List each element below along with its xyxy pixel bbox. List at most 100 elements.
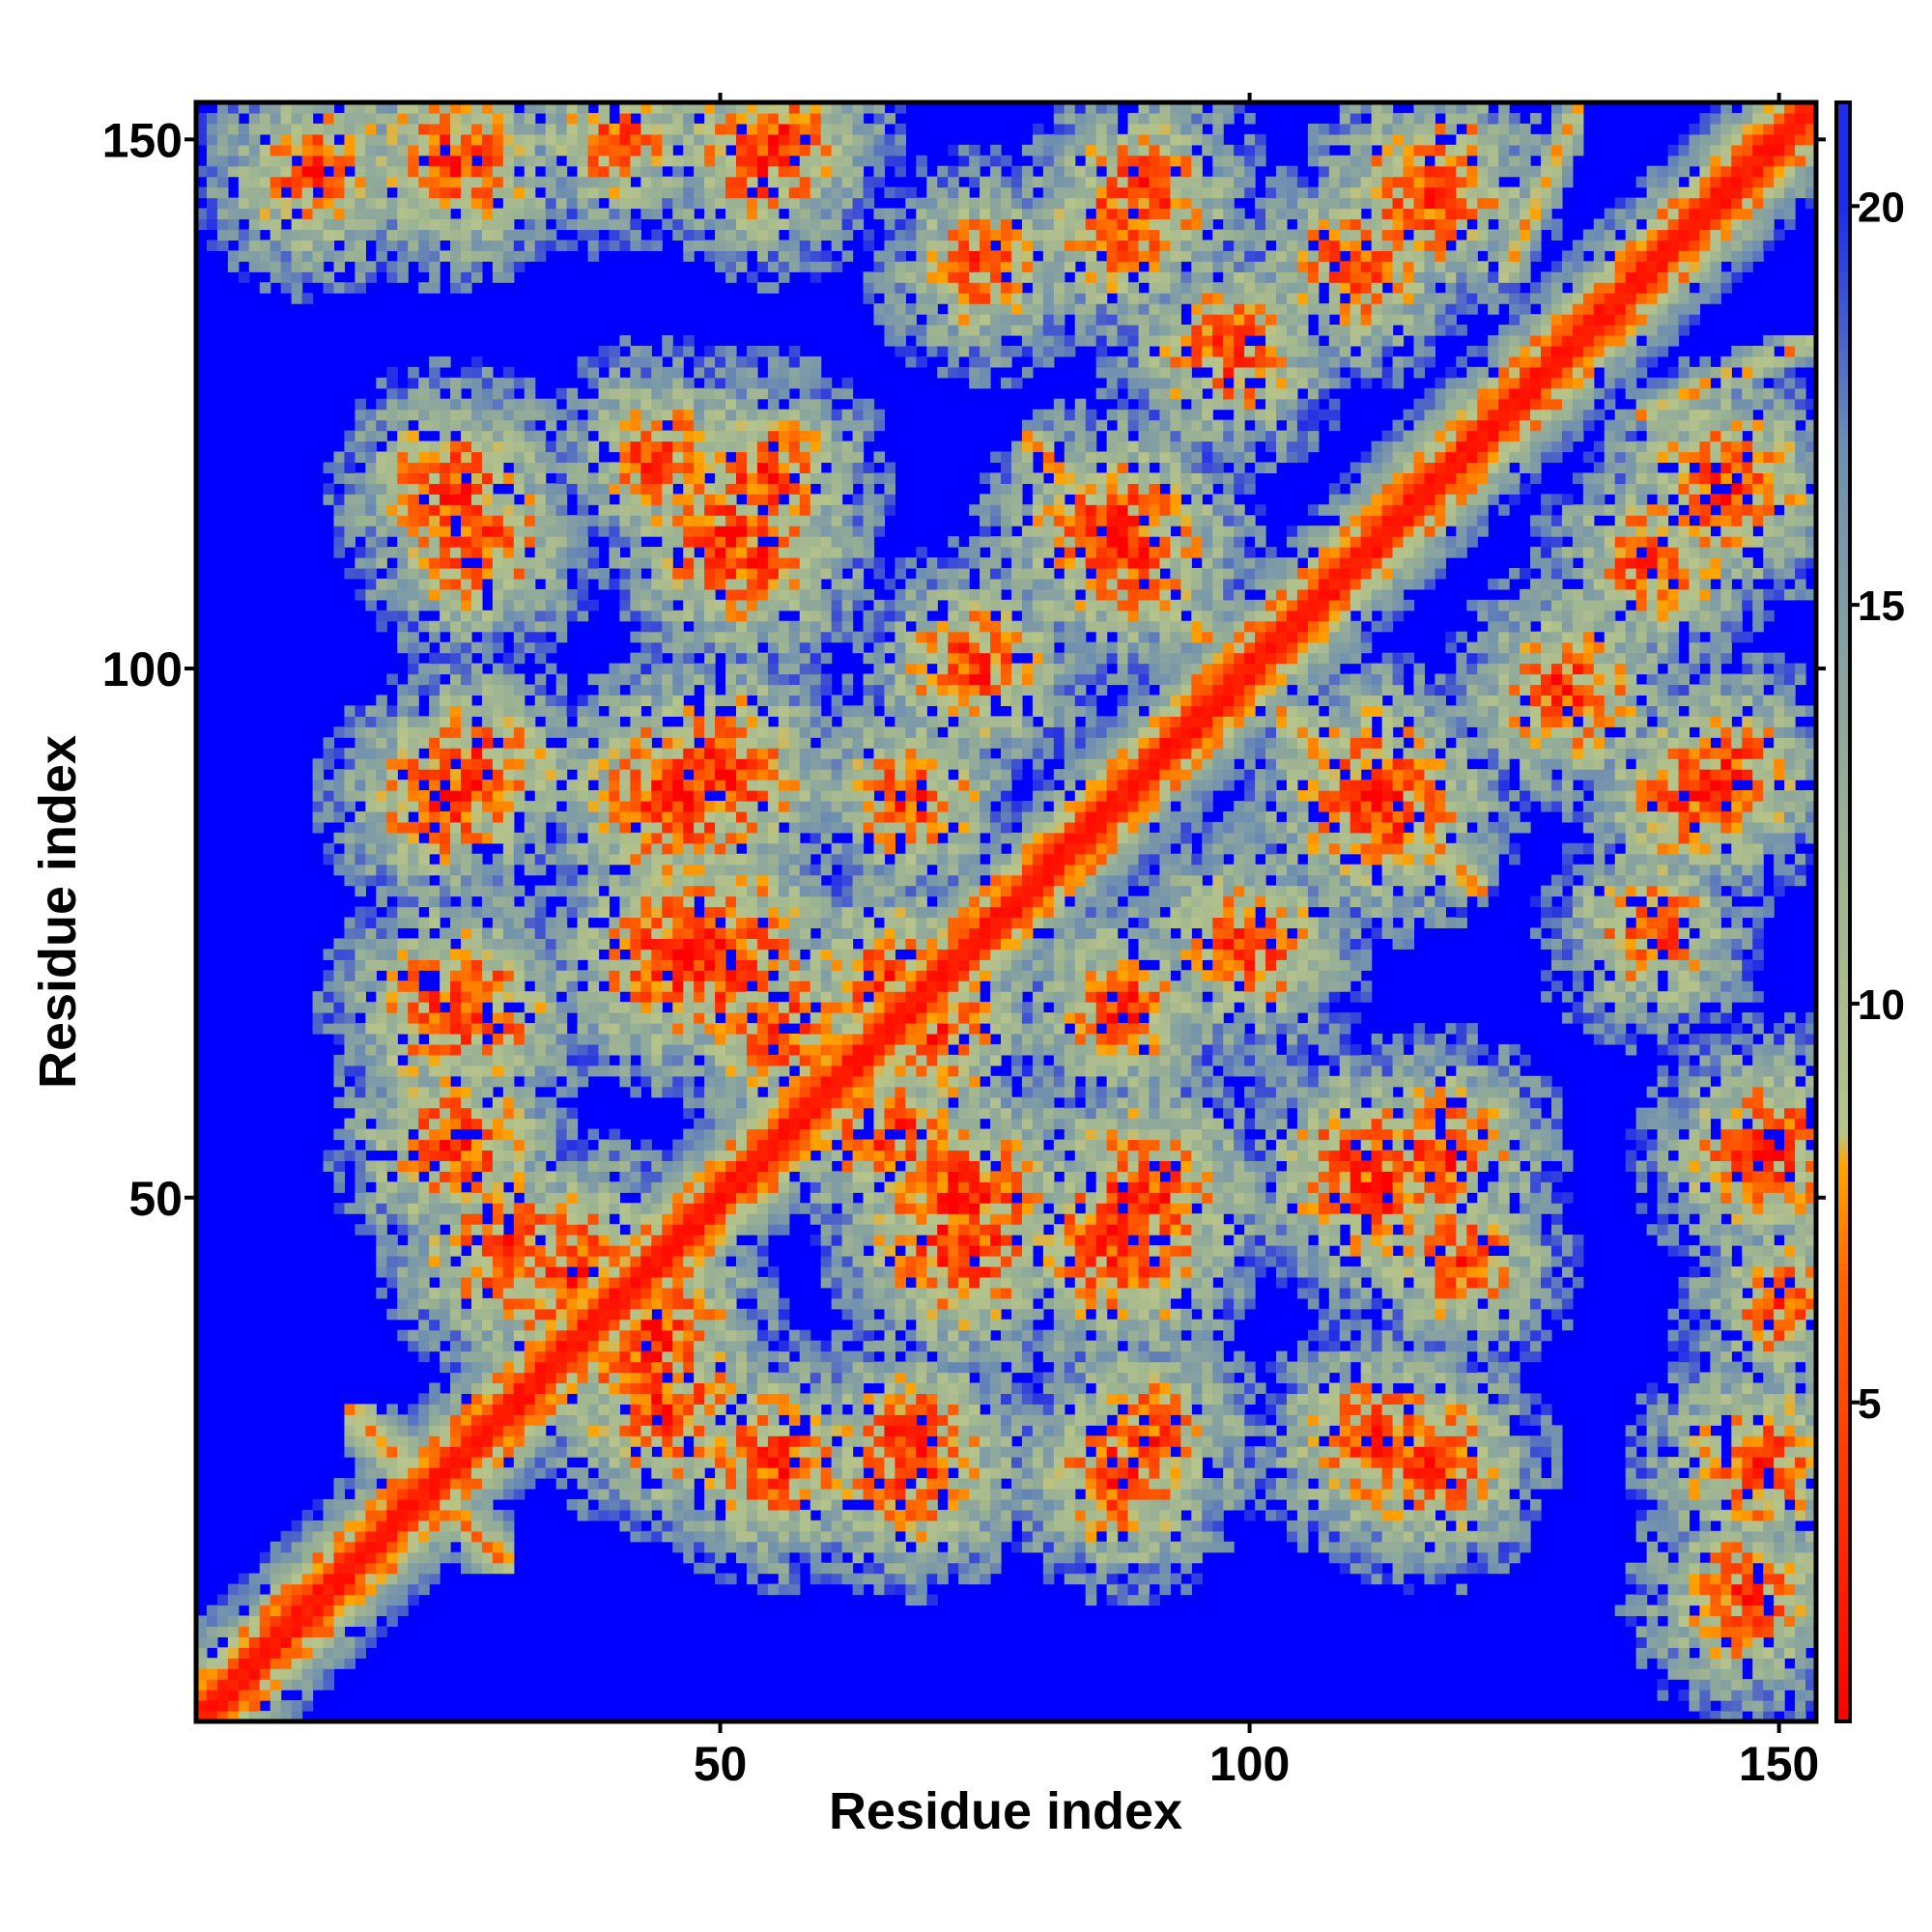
heatmap-cell bbox=[513, 261, 526, 272]
heatmap-cell bbox=[248, 112, 261, 125]
heatmap-cell bbox=[301, 1647, 314, 1659]
heatmap-cell bbox=[461, 1086, 472, 1098]
heatmap-cell bbox=[386, 780, 398, 791]
heatmap-cell bbox=[756, 1467, 769, 1479]
heatmap-cell bbox=[555, 790, 568, 802]
heatmap-cell bbox=[429, 208, 440, 220]
heatmap-cell bbox=[492, 144, 504, 156]
heatmap-cell bbox=[577, 1054, 589, 1066]
heatmap-cell bbox=[587, 1489, 600, 1500]
heatmap-cell bbox=[513, 842, 526, 855]
heatmap-cell bbox=[470, 927, 483, 939]
heatmap-cell bbox=[376, 1467, 387, 1479]
heatmap-cell bbox=[725, 790, 737, 802]
heatmap-cell bbox=[704, 1350, 716, 1363]
heatmap-cell bbox=[418, 938, 430, 950]
heatmap-cell bbox=[461, 440, 472, 453]
heatmap-cell bbox=[418, 1139, 430, 1151]
heatmap-cell bbox=[555, 938, 568, 950]
heatmap-cell bbox=[756, 1489, 769, 1500]
heatmap-cell bbox=[756, 123, 769, 135]
heatmap-cell bbox=[386, 726, 398, 738]
heatmap-cell bbox=[577, 599, 589, 611]
heatmap-cell bbox=[545, 133, 557, 146]
heatmap-cell bbox=[555, 504, 568, 516]
heatmap-cell bbox=[746, 377, 758, 389]
heatmap-cell bbox=[534, 1256, 547, 1267]
heatmap-cell bbox=[365, 451, 377, 464]
heatmap-cell bbox=[429, 832, 440, 844]
heatmap-cell bbox=[746, 726, 758, 738]
heatmap-cell bbox=[534, 1043, 547, 1056]
heatmap-cell bbox=[524, 186, 536, 199]
heatmap-cell bbox=[344, 176, 356, 188]
heatmap-cell bbox=[566, 398, 579, 411]
heatmap-cell bbox=[333, 1075, 346, 1088]
heatmap-cell bbox=[418, 991, 430, 1003]
heatmap-cell bbox=[566, 895, 579, 908]
heatmap-cell bbox=[502, 1118, 515, 1130]
heatmap-cell bbox=[429, 842, 440, 855]
heatmap-cell bbox=[440, 536, 451, 548]
heatmap-cell bbox=[619, 1265, 631, 1278]
heatmap-cell bbox=[312, 1626, 325, 1637]
heatmap-cell bbox=[461, 208, 472, 220]
heatmap-cell bbox=[333, 790, 346, 802]
heatmap-cell bbox=[598, 240, 611, 251]
heatmap-cell bbox=[481, 821, 494, 834]
heatmap-cell bbox=[577, 1256, 589, 1267]
heatmap-cell bbox=[672, 1425, 684, 1436]
heatmap-cell bbox=[577, 547, 589, 558]
heatmap-cell bbox=[259, 1573, 271, 1585]
heatmap-cell bbox=[555, 1171, 568, 1182]
heatmap-cell bbox=[609, 1192, 621, 1204]
heatmap-cell bbox=[397, 515, 409, 526]
heatmap-cell bbox=[619, 1478, 631, 1490]
heatmap-cell bbox=[323, 758, 335, 770]
heatmap-cell bbox=[470, 567, 483, 580]
heatmap-cell bbox=[609, 355, 621, 368]
heatmap-cell bbox=[481, 1245, 494, 1257]
heatmap-cell bbox=[598, 355, 611, 368]
heatmap-cell bbox=[545, 726, 557, 738]
heatmap-cell bbox=[301, 1668, 314, 1680]
heatmap-cell bbox=[694, 1203, 705, 1214]
heatmap-cell bbox=[715, 261, 726, 272]
heatmap-cell bbox=[598, 1213, 611, 1225]
heatmap-cell bbox=[206, 112, 218, 125]
heatmap-cell bbox=[756, 1404, 769, 1415]
heatmap-cell bbox=[694, 980, 705, 992]
heatmap-cell bbox=[481, 176, 494, 188]
heatmap-cell bbox=[672, 663, 684, 675]
heatmap-cell bbox=[355, 853, 366, 866]
heatmap-cell bbox=[418, 229, 430, 241]
heatmap-cell bbox=[715, 472, 726, 484]
heatmap-cell bbox=[429, 864, 440, 876]
heatmap-cell bbox=[397, 1562, 409, 1575]
heatmap-cell bbox=[344, 1012, 356, 1024]
heatmap-cell bbox=[248, 240, 261, 251]
heatmap-cell bbox=[662, 1256, 673, 1267]
heatmap-cell bbox=[408, 1107, 419, 1120]
heatmap-cell bbox=[694, 1043, 705, 1056]
heatmap-cell bbox=[630, 1245, 641, 1257]
heatmap-cell bbox=[694, 1530, 705, 1543]
heatmap-cell bbox=[555, 1002, 568, 1013]
heatmap-cell bbox=[619, 472, 631, 484]
heatmap-cell bbox=[694, 1033, 705, 1045]
heatmap-cell bbox=[470, 1520, 483, 1532]
heatmap-cell bbox=[746, 547, 758, 558]
heatmap-cell bbox=[725, 1478, 737, 1490]
heatmap-cell bbox=[598, 1181, 611, 1193]
heatmap-cell bbox=[513, 430, 526, 442]
heatmap-cell bbox=[376, 1118, 387, 1130]
heatmap-cell bbox=[513, 1012, 526, 1024]
heatmap-cell bbox=[259, 176, 271, 188]
heatmap-cell bbox=[440, 176, 451, 188]
heatmap-cell bbox=[555, 705, 568, 717]
heatmap-cell bbox=[376, 515, 387, 526]
heatmap-cell bbox=[470, 1002, 483, 1013]
heatmap-cell bbox=[312, 102, 325, 114]
heatmap-cell bbox=[609, 430, 621, 442]
heatmap-cell bbox=[683, 631, 695, 643]
